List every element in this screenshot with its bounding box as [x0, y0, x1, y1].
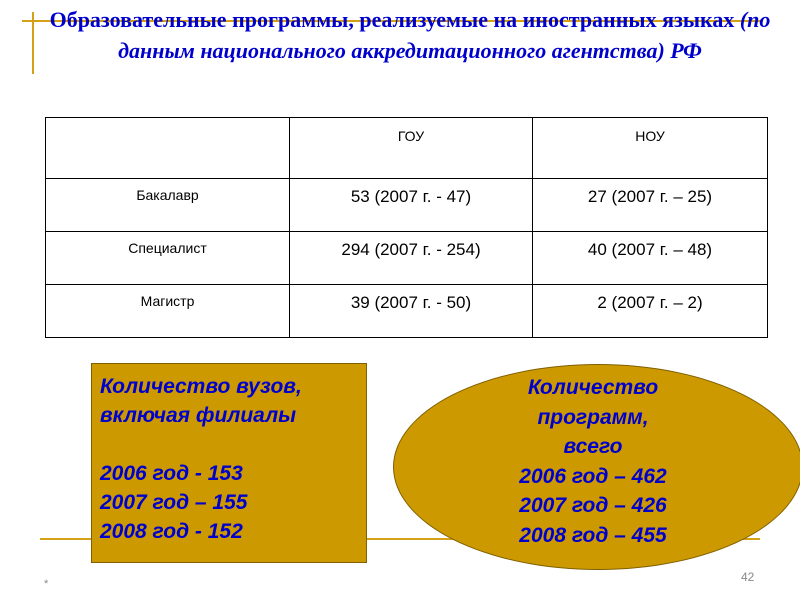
- box-line: 2007 год – 155: [100, 491, 248, 514]
- cell-nou: 40 (2007 г. – 48): [532, 231, 768, 285]
- footer-left: *: [44, 578, 49, 590]
- universities-count-box: Количество вузов, включая филиалы 2006 г…: [91, 363, 367, 563]
- box-line: 2008 год - 152: [100, 520, 243, 543]
- table-row: Бакалавр 53 (2007 г. - 47) 27 (2007 г. – 2…: [45, 178, 768, 232]
- cell-gou: 294 (2007 г. - 254): [289, 231, 533, 285]
- ellipse-line: 2008 год – 455: [519, 523, 667, 547]
- table-row: Магистр 39 (2007 г. - 50) 2 (2007 г. – 2): [45, 284, 768, 338]
- ellipse-line: программ,: [537, 405, 649, 429]
- accent-line-top: [22, 20, 762, 22]
- title-italic: (по данным национального аккредитационно…: [118, 7, 771, 63]
- box-line: [100, 430, 366, 459]
- ellipse-line: всего: [563, 435, 623, 458]
- box-line: Количество вузов,: [100, 375, 302, 398]
- cell-gou: 39 (2007 г. - 50): [289, 284, 533, 338]
- cell-nou: 27 (2007 г. – 25): [532, 178, 768, 232]
- cell-nou: 2 (2007 г. – 2): [532, 284, 768, 338]
- header-cell: ГОУ: [289, 117, 533, 179]
- page-number: 42: [741, 570, 755, 584]
- page-title: Образовательные программы, реализуемые н…: [20, 4, 800, 66]
- box-line: 2006 год - 153: [100, 462, 243, 485]
- header-cell: НОУ: [532, 117, 768, 179]
- row-label: Магистр: [45, 284, 290, 338]
- row-label: Специалист: [45, 231, 290, 285]
- accent-line-vertical: [32, 12, 34, 74]
- box-line: включая филиалы: [100, 404, 297, 427]
- programs-table: ГОУ НОУ Бакалавр 53 (2007 г. - 47) 27 (200…: [45, 117, 768, 338]
- table-header-row: ГОУ НОУ: [45, 117, 768, 179]
- cell-gou: 53 (2007 г. - 47): [289, 178, 533, 232]
- ellipse-line: Количество: [527, 376, 659, 399]
- ellipse-line: 2007 год – 426: [519, 494, 667, 517]
- programs-count-ellipse: Количество программ, всего 2006 год – 46…: [393, 364, 800, 570]
- table-row: Специалист 294 (2007 г. - 254) 40 (2007 г.…: [45, 231, 768, 285]
- accent-line-bottom: [40, 538, 760, 540]
- header-cell: [45, 117, 290, 179]
- title-main: Образовательные программы, реализуемые н…: [49, 7, 735, 32]
- row-label: Бакалавр: [45, 178, 290, 232]
- ellipse-line: 2006 год – 462: [519, 464, 667, 488]
